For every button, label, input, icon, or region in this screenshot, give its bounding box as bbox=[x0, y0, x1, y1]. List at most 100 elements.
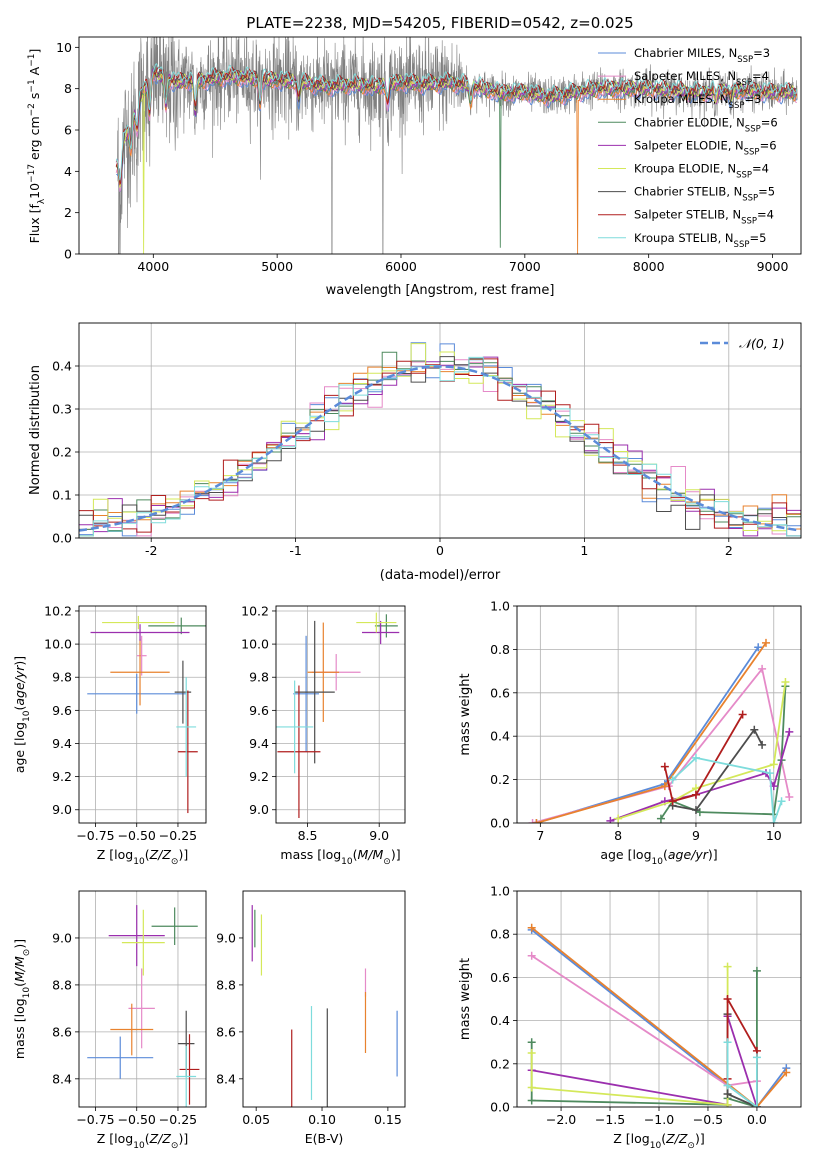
x-tick-label: -2 bbox=[145, 543, 157, 558]
error-point bbox=[136, 635, 147, 676]
x-tick-label: 0 bbox=[436, 543, 444, 558]
axes-frame: −2.0 −1.5 −1.0 −0.5 0.0 0.0 0.2 0.4 0.6 0.8 1.0 bbox=[490, 884, 802, 1127]
plot-area bbox=[276, 612, 400, 819]
error-point bbox=[176, 1045, 197, 1107]
legend-label: 𝒩(0, 1) bbox=[739, 336, 785, 351]
weight-marker bbox=[668, 797, 677, 806]
y-tick-label: 0.8 bbox=[490, 927, 510, 942]
axes-frame: 8.5 9.0 9.0 9.2 9.4 9.6 9.8 10.0 10.2 bbox=[241, 603, 406, 843]
y-tick-label: 0.4 bbox=[490, 1013, 510, 1028]
error-point bbox=[87, 673, 187, 714]
error-point bbox=[362, 620, 400, 645]
y-tick-label: 10.2 bbox=[44, 603, 72, 618]
error-point bbox=[151, 907, 198, 945]
weight-line bbox=[531, 926, 787, 1107]
x-tick-label: −0.5 bbox=[693, 1112, 723, 1127]
weight-marker bbox=[750, 725, 759, 734]
error-point bbox=[179, 1034, 200, 1105]
error-point bbox=[128, 968, 155, 1049]
y-tick-label: 9.6 bbox=[52, 703, 72, 718]
x-tick-label: 7 bbox=[536, 828, 544, 843]
x-tick-label: 0.0 bbox=[747, 1112, 767, 1127]
axes-border bbox=[78, 605, 207, 824]
y-tick-label: 1.0 bbox=[490, 884, 510, 899]
x-tick-label: −1.5 bbox=[595, 1112, 625, 1127]
x-tick-label: −0.75 bbox=[76, 828, 114, 843]
weight-marker bbox=[782, 1068, 791, 1077]
weight-marker bbox=[723, 1081, 732, 1090]
weight-marker bbox=[691, 790, 700, 799]
legend-label: Chabrier MILES, NSSP=3 bbox=[634, 46, 770, 65]
weight-marker bbox=[723, 962, 732, 971]
histogram-axes: -2 -1 0 1 2 0.0 0.1 0.2 0.3 0.4 (data-model)/error… bbox=[28, 322, 802, 583]
x-tick-label: −0.25 bbox=[159, 828, 197, 843]
grid bbox=[517, 605, 801, 824]
error-point bbox=[277, 685, 321, 819]
legend: 𝒩(0, 1) bbox=[700, 336, 785, 351]
legend-label: Salpeter ELODIE, NSSP=6 bbox=[634, 138, 777, 157]
x-axis-label: E(B-V) bbox=[305, 1131, 344, 1146]
legend-label: Salpeter STELIB, NSSP=4 bbox=[634, 208, 774, 227]
y-tick-label: 8.4 bbox=[216, 1071, 236, 1086]
axes-frame: 7 8 9 10 0.0 0.2 0.4 0.6 0.8 1.0 bbox=[490, 599, 802, 843]
weight-marker bbox=[723, 995, 732, 1003]
weight-marker bbox=[769, 760, 778, 769]
x-tick-label: 0.05 bbox=[242, 1112, 270, 1127]
x-axis-label: Z [log10(Z/Z⊙)] bbox=[97, 847, 188, 867]
x-tick-label: 8 bbox=[614, 828, 622, 843]
weight-marker bbox=[781, 677, 790, 686]
model-spectrum bbox=[115, 68, 798, 186]
y-tick-label: 0 bbox=[64, 247, 72, 262]
x-tick-label: 9.0 bbox=[369, 828, 389, 843]
weight-line bbox=[617, 681, 787, 820]
y-tick-label: 0.0 bbox=[490, 1100, 510, 1115]
weight-marker bbox=[527, 923, 536, 932]
weight-line bbox=[663, 714, 744, 803]
weight-line bbox=[530, 970, 758, 1107]
y-tick-label: 10.2 bbox=[241, 603, 269, 618]
legend-label: Kroupa ELODIE, NSSP=4 bbox=[634, 162, 769, 181]
weight-marker bbox=[752, 966, 761, 975]
legend-label: Salpeter MILES, NSSP=4 bbox=[634, 69, 769, 88]
error-point bbox=[276, 680, 314, 774]
axes-border bbox=[78, 890, 207, 1108]
weight-marker bbox=[738, 710, 747, 719]
plot-area bbox=[115, 37, 798, 254]
x-tick-label: 8.5 bbox=[298, 828, 318, 843]
weight-marker bbox=[723, 1100, 732, 1107]
y-tick-label: 8.8 bbox=[216, 977, 236, 992]
y-axis-label: Flux [fλ10−17 erg cm−2 s−1 A−1] bbox=[27, 49, 47, 244]
y-tick-label: 0.6 bbox=[490, 970, 510, 985]
weight-line bbox=[610, 731, 791, 822]
x-tick-label: 0.15 bbox=[374, 1112, 402, 1127]
weight-marker bbox=[606, 816, 615, 823]
error-point bbox=[102, 615, 175, 630]
age-vs-metallicity-axes: −0.75 −0.50 −0.25 9.0 9.2 9.4 9.6 9.8 10.0 10.2 Z … bbox=[12, 603, 207, 867]
y-tick-label: 9.2 bbox=[249, 769, 269, 784]
y-tick-label: 0.6 bbox=[490, 685, 510, 700]
plot-area bbox=[87, 905, 200, 1107]
weight-marker bbox=[723, 1090, 732, 1099]
error-point bbox=[176, 677, 197, 777]
metallicity-weight-axes: −2.0 −1.5 −1.0 −0.5 0.0 0.0 0.2 0.4 0.6 0.8 1.0 Z [… bbox=[458, 884, 802, 1151]
axes-frame: 0.05 0.10 0.15 8.4 8.6 8.8 9.0 bbox=[216, 890, 406, 1127]
weight-marker bbox=[754, 643, 763, 652]
plot-area bbox=[79, 342, 801, 537]
weight-marker bbox=[527, 951, 536, 960]
error-point bbox=[108, 905, 165, 967]
x-tick-label: 9 bbox=[692, 828, 700, 843]
legend-label: Kroupa MILES, NSSP=3 bbox=[634, 92, 761, 111]
axes-border bbox=[78, 36, 802, 255]
y-tick-label: 1.0 bbox=[490, 599, 510, 614]
error-point bbox=[177, 690, 198, 814]
x-tick-label: −2.0 bbox=[546, 1112, 576, 1127]
axes-frame: −0.75 −0.50 −0.25 9.0 9.2 9.4 9.6 9.8 10.0 10.2 bbox=[44, 603, 207, 843]
error-point bbox=[90, 624, 190, 641]
x-tick-label: 9000 bbox=[757, 259, 789, 274]
y-tick-label: 9.8 bbox=[52, 670, 72, 685]
age-vs-mass-axes: 8.5 9.0 9.0 9.2 9.4 9.6 9.8 10.0 10.2 mass [log10… bbox=[241, 603, 406, 867]
spectrum-axes: 4000 5000 6000 7000 8000 9000 0 2 4 6 8 10 PLATE=223… bbox=[27, 14, 802, 298]
x-axis-label: age [log10(age/yr)] bbox=[600, 847, 717, 867]
weight-marker bbox=[614, 814, 623, 823]
